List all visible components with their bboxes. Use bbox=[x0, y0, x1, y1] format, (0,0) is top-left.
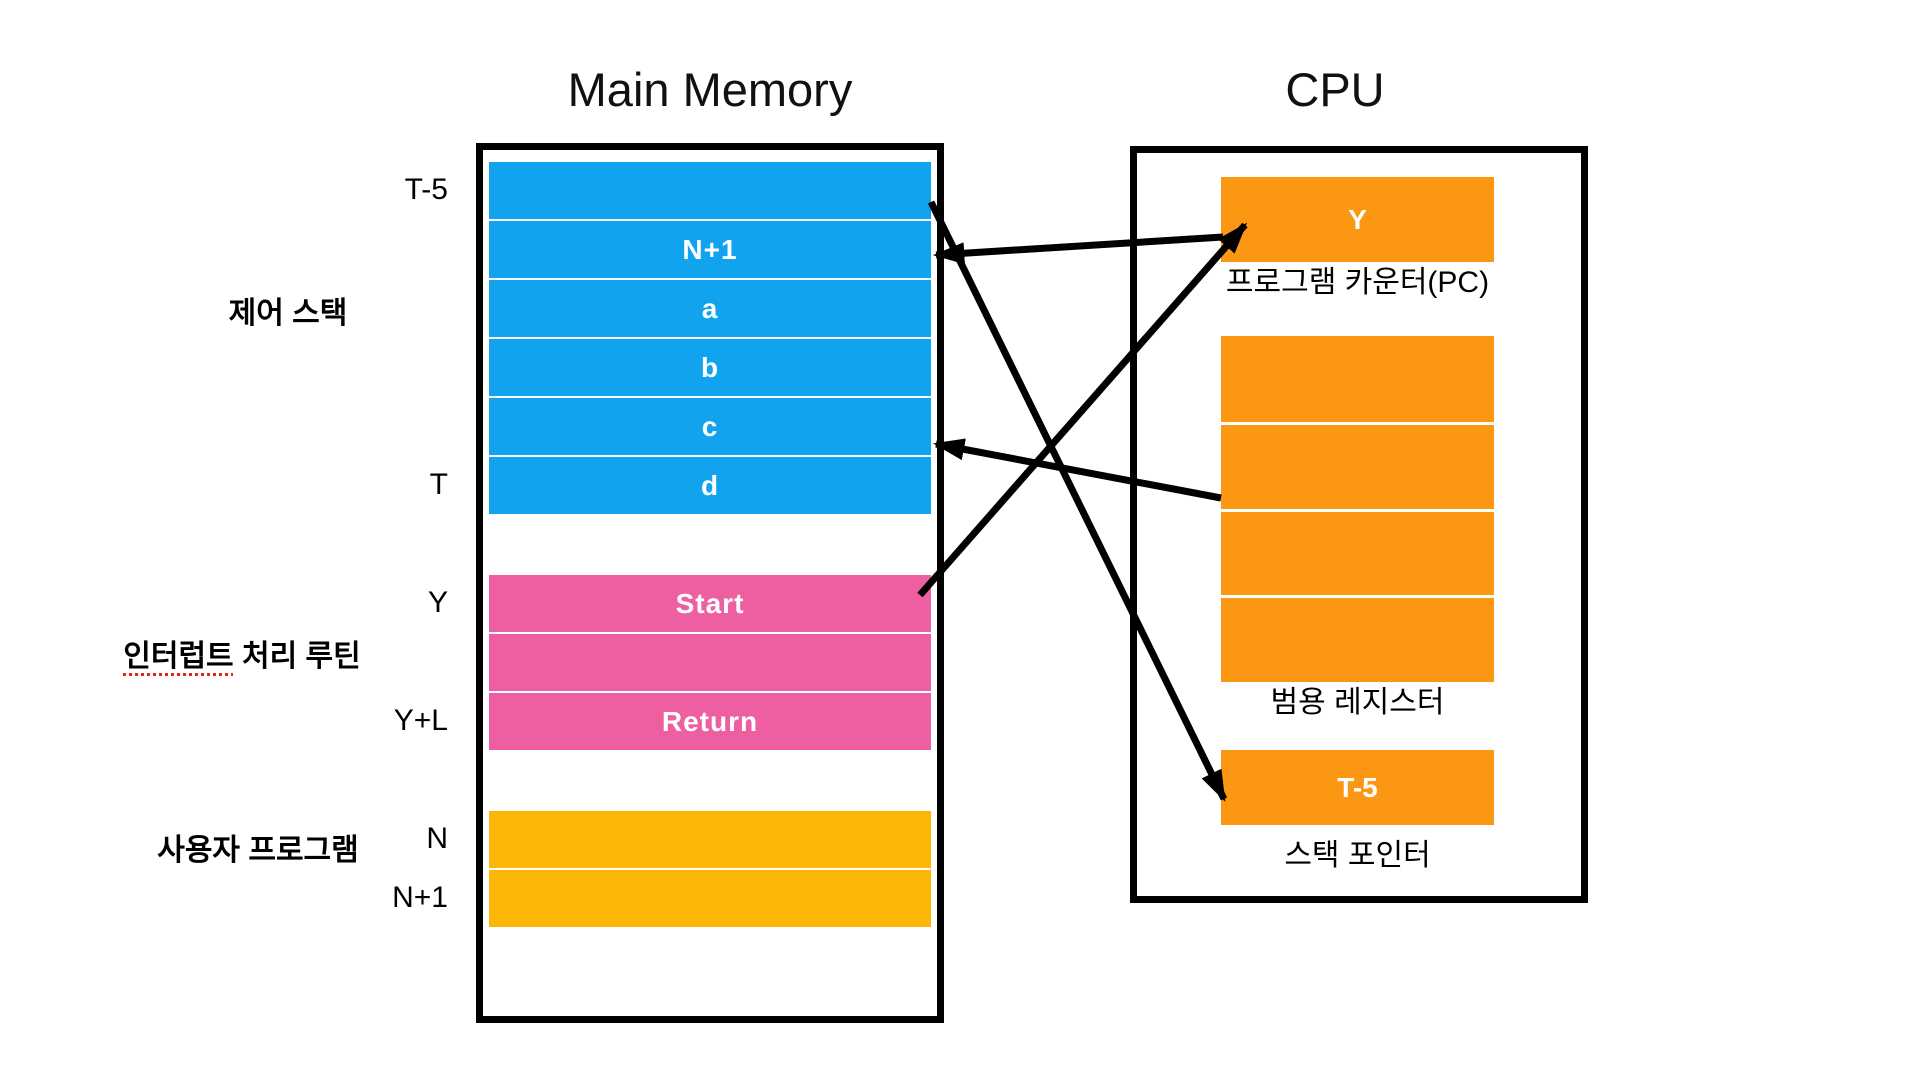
memory-row-b: b bbox=[489, 339, 931, 396]
memory-row-a: a bbox=[489, 280, 931, 337]
user-program-label: 사용자 프로그램 bbox=[157, 834, 359, 867]
address-label-t: T bbox=[429, 468, 448, 501]
memory-row-c: c bbox=[489, 398, 931, 455]
main-memory-title: Main Memory bbox=[567, 63, 853, 116]
memory-row-n+1: N+1 bbox=[489, 221, 931, 278]
memory-row-start: Start bbox=[489, 575, 931, 632]
memory-row-blank-8 bbox=[489, 634, 931, 691]
memory-row-t-5 bbox=[489, 162, 931, 219]
interrupt-word-underlined: 인터럽트 bbox=[123, 640, 234, 673]
memory-row-...: ... bbox=[696, 765, 724, 796]
memory-row-n bbox=[489, 811, 931, 868]
program-counter-register: Y bbox=[1221, 177, 1494, 262]
address-label-y+l: Y+L bbox=[393, 704, 448, 737]
program-counter-caption: 프로그램 카운터(PC) bbox=[1225, 266, 1490, 299]
address-label-t-5: T-5 bbox=[404, 173, 448, 206]
interrupt-label-rest: 처리 루틴 bbox=[233, 640, 361, 673]
memory-row-...: ... bbox=[696, 942, 724, 973]
general-register-3 bbox=[1221, 512, 1494, 595]
control-stack-label: 제어 스택 bbox=[228, 297, 348, 330]
memory-row-...: ... bbox=[696, 529, 724, 560]
memory-row-return: Return bbox=[489, 693, 931, 750]
address-label-y: Y bbox=[427, 586, 448, 619]
general-register-4 bbox=[1221, 598, 1494, 682]
memory-row-n+1 bbox=[489, 870, 931, 927]
address-label-n: N bbox=[426, 822, 448, 855]
general-register-1 bbox=[1221, 336, 1494, 422]
general-register-2 bbox=[1221, 425, 1494, 509]
stack-pointer-register: T-5 bbox=[1221, 750, 1494, 825]
interrupt-routine-label: 인터럽트 처리 루틴 bbox=[92, 639, 392, 675]
address-label-n+1: N+1 bbox=[392, 881, 448, 914]
stack-pointer-caption: 스택 포인터 bbox=[1284, 839, 1431, 872]
cpu-title: CPU bbox=[1285, 63, 1385, 116]
memory-row-d: d bbox=[489, 457, 931, 514]
general-registers-caption: 범용 레지스터 bbox=[1270, 686, 1445, 719]
